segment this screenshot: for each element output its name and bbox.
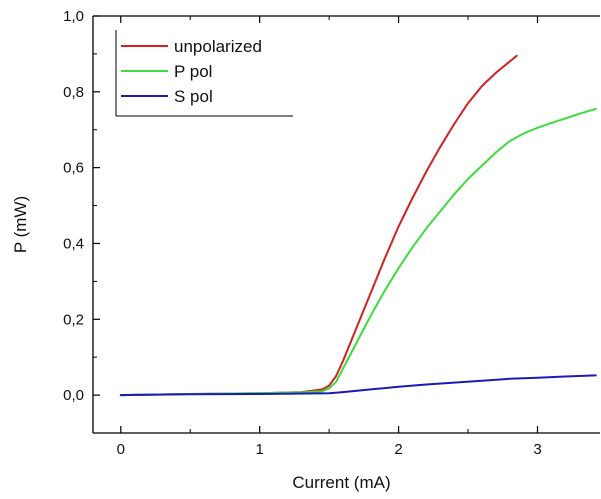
legend-box (116, 30, 293, 116)
legend-label-s-pol: S pol (174, 87, 213, 106)
series-lines (119, 54, 597, 397)
y-axis-title: P (mW) (11, 196, 30, 253)
y-tick-label: 0,4 (63, 235, 84, 252)
x-tick-label: 1 (256, 441, 264, 458)
series-line-s-pol (119, 374, 597, 397)
plot-frame (92, 15, 600, 434)
y-tick-label: 0,6 (63, 160, 84, 177)
y-tick-label: 0,2 (63, 311, 84, 328)
legend-label-unpolarized: unpolarized (174, 37, 262, 56)
y-tick-label: 0,0 (63, 387, 84, 404)
y-tick-label: 0,8 (63, 84, 84, 101)
series-line-p-pol (119, 107, 597, 397)
x-tick-label: 0 (117, 441, 125, 458)
x-axis-title: Current (mA) (292, 473, 390, 492)
x-tick-label: 3 (533, 441, 541, 458)
y-tick-label: 1,0 (63, 8, 84, 25)
legend: unpolarized P pol S pol (115, 30, 293, 117)
axis-tick-labels: 0 1 2 3 0,0 0,2 0,4 0,6 0,8 1,0 (63, 8, 542, 458)
legend-label-p-pol: P pol (174, 62, 212, 81)
x-tick-label: 2 (394, 441, 402, 458)
axis-ticks (93, 15, 539, 434)
